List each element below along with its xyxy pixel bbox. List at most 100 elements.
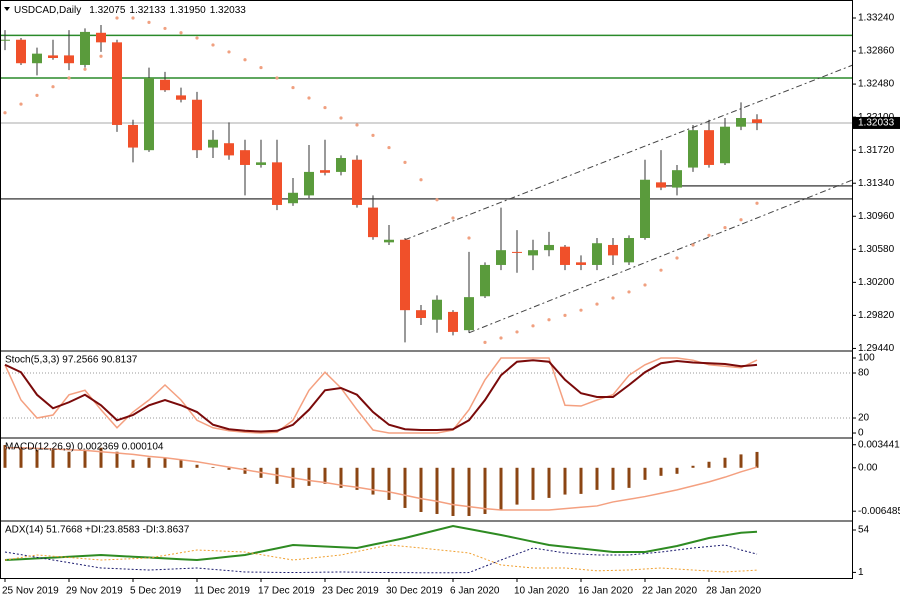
candle-body bbox=[512, 251, 522, 253]
menu-triangle[interactable] bbox=[4, 7, 10, 11]
sar-dot bbox=[483, 340, 487, 344]
histogram-bar bbox=[707, 461, 711, 468]
candle-body bbox=[128, 124, 138, 148]
trend-line bbox=[404, 64, 852, 241]
x-tick-label: 17 Dec 2019 bbox=[258, 586, 315, 597]
sar-dot bbox=[611, 296, 615, 300]
candle-body bbox=[480, 264, 490, 297]
candle-body bbox=[176, 95, 186, 100]
indicator-line bbox=[5, 446, 758, 511]
histogram-bar bbox=[195, 464, 199, 468]
x-tick-label: 6 Jan 2020 bbox=[450, 586, 500, 597]
symbol: USDCAD,Daily bbox=[14, 5, 81, 16]
indicator-line bbox=[4, 357, 758, 434]
histogram-bar bbox=[83, 449, 87, 468]
candle-body bbox=[560, 246, 570, 265]
x-tick-label: 29 Nov 2019 bbox=[66, 586, 123, 597]
histogram-bar bbox=[387, 467, 391, 500]
y-tick-label: 0.003441 bbox=[858, 439, 900, 450]
sar-dot bbox=[531, 324, 535, 328]
y-tick-label: 1.31720 bbox=[858, 145, 895, 156]
sar-dot bbox=[451, 216, 455, 220]
sar-dot bbox=[131, 16, 135, 20]
sar-dot bbox=[691, 243, 695, 247]
stoch-panel bbox=[1, 357, 852, 434]
histogram-bar bbox=[499, 467, 503, 510]
candle-body bbox=[496, 250, 506, 265]
sar-dot bbox=[275, 76, 279, 80]
candle-body bbox=[544, 244, 554, 251]
candle-body bbox=[592, 243, 602, 265]
y-tick-label: 1.30960 bbox=[858, 211, 895, 222]
x-tick-label: 23 Dec 2019 bbox=[322, 586, 379, 597]
candle-body bbox=[640, 179, 650, 238]
sar-dot bbox=[515, 330, 519, 334]
histogram-bar bbox=[515, 467, 519, 505]
y-tick-label: 1.29440 bbox=[858, 343, 895, 354]
sar-dot bbox=[19, 102, 23, 106]
histogram-bar bbox=[643, 467, 647, 480]
sar-dot bbox=[99, 54, 103, 58]
sar-dot bbox=[403, 160, 407, 164]
x-tick-label: 30 Dec 2019 bbox=[386, 586, 443, 597]
y-tick-label: 1.30580 bbox=[858, 244, 895, 255]
candle-body bbox=[352, 159, 362, 205]
sar-dot bbox=[675, 256, 679, 260]
histogram-bar bbox=[35, 449, 39, 468]
histogram-bar bbox=[467, 467, 471, 516]
y-tick-label: 1.32480 bbox=[858, 79, 895, 90]
histogram-bar bbox=[531, 467, 535, 500]
x-tick-label: 28 Jan 2020 bbox=[706, 586, 761, 597]
sar-dot bbox=[547, 318, 551, 322]
candle-body bbox=[752, 119, 762, 123]
x-tick-label: 5 Dec 2019 bbox=[130, 586, 182, 597]
histogram-bar bbox=[323, 467, 327, 484]
sar-dot bbox=[323, 105, 327, 110]
sar-dot bbox=[435, 198, 439, 202]
candle-body bbox=[624, 238, 634, 263]
indicator-line bbox=[4, 359, 758, 433]
plot-frame bbox=[0, 0, 853, 579]
histogram-bar bbox=[755, 451, 759, 468]
sar-dot bbox=[627, 290, 631, 294]
y-tick-label: 1.29820 bbox=[858, 310, 895, 321]
candle-body bbox=[400, 239, 410, 311]
y-tick-label: 1.31340 bbox=[858, 178, 895, 189]
histogram-bar bbox=[627, 467, 631, 488]
y-tick-label: 1.30200 bbox=[858, 277, 895, 288]
histogram-bar bbox=[419, 467, 423, 512]
candle-body bbox=[672, 170, 682, 188]
candle-body bbox=[272, 162, 282, 205]
sar-dot bbox=[755, 201, 759, 205]
sar-dot bbox=[355, 123, 359, 127]
indicator-line bbox=[4, 544, 758, 573]
candle-body bbox=[96, 32, 106, 43]
histogram-bar bbox=[339, 467, 343, 488]
sar-dot bbox=[307, 96, 311, 100]
indicator-line bbox=[4, 524, 758, 562]
y-tick-label: 0 bbox=[858, 428, 864, 439]
sar-dot bbox=[67, 76, 71, 80]
histogram-bar bbox=[99, 447, 103, 468]
candle-body bbox=[368, 207, 378, 238]
candle-body bbox=[288, 192, 298, 204]
histogram-bar bbox=[483, 467, 487, 514]
histogram-bar bbox=[675, 467, 679, 474]
histogram-bar bbox=[243, 467, 247, 474]
y-tick-label: 1 bbox=[858, 567, 864, 578]
histogram-bar bbox=[115, 451, 119, 468]
sar-dot bbox=[163, 26, 167, 31]
panel-title: ADX(14) 51.7668 +DI:23.8583 -DI:3.8637 bbox=[5, 525, 190, 536]
candle-body bbox=[64, 55, 74, 64]
candle-body bbox=[736, 118, 746, 127]
candle-body bbox=[384, 239, 394, 243]
histogram-bar bbox=[739, 454, 743, 468]
candle-body bbox=[256, 162, 266, 165]
candle-body bbox=[416, 310, 426, 318]
sar-dot bbox=[83, 67, 87, 71]
candle-body bbox=[48, 55, 58, 58]
y-tick-label: 1.33240 bbox=[858, 13, 895, 24]
ohlc-value: 1.32133 bbox=[129, 5, 166, 16]
histogram-bar bbox=[307, 467, 311, 486]
